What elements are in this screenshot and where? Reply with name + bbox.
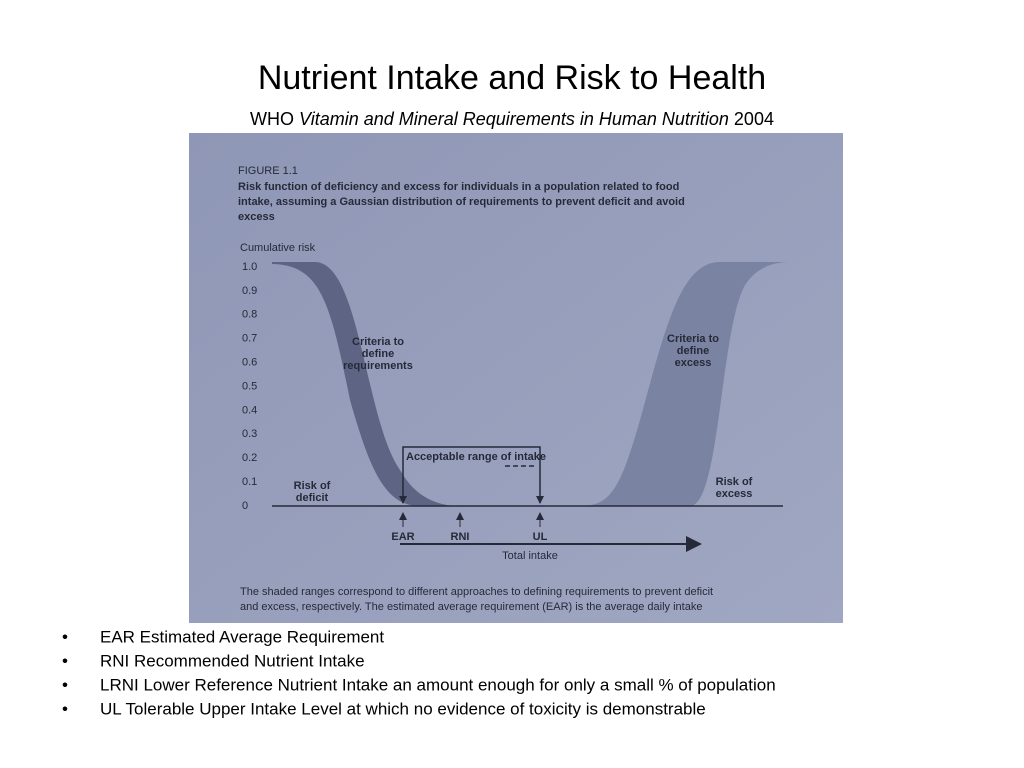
subtitle-italic: Vitamin and Mineral Requirements in Huma… — [299, 109, 729, 129]
requirements-band — [272, 262, 460, 506]
y-tick-label: 0.8 — [242, 309, 257, 321]
y-tick-label: 0.1 — [242, 476, 257, 488]
figure-caption: The shaded ranges correspond to differen… — [240, 586, 713, 598]
band-label: Criteria to — [667, 333, 719, 345]
bullet-dot: • — [62, 651, 68, 670]
band-label: define — [362, 348, 394, 360]
subtitle-suffix: 2004 — [734, 109, 774, 129]
band-label: Criteria to — [352, 336, 404, 348]
figure: FIGURE 1.1 Risk function of deficiency a… — [238, 165, 790, 613]
bullet-text: UL Tolerable Upper Intake Level at which… — [100, 699, 706, 718]
y-tick-label: 0.2 — [242, 452, 257, 464]
marker-label: UL — [533, 531, 548, 543]
excess-label: excess — [716, 488, 753, 500]
figure-label: FIGURE 1.1 — [238, 165, 298, 177]
slide-subtitle: WHO Vitamin and Mineral Requirements in … — [250, 109, 774, 129]
x-axis-label: Total intake — [502, 550, 558, 562]
y-tick-label: 0.5 — [242, 380, 257, 392]
y-tick-label: 1.0 — [242, 261, 257, 273]
y-tick-label: 0.7 — [242, 333, 257, 345]
band-label: requirements — [343, 360, 413, 372]
bullet-dot: • — [62, 627, 68, 646]
bullet-text: EAR Estimated Average Requirement — [100, 627, 384, 646]
excess-band — [580, 262, 790, 506]
marker-label: EAR — [391, 531, 414, 543]
bullet-dot: • — [62, 699, 68, 718]
excess-label: Risk of — [716, 476, 753, 488]
y-tick-label: 0.3 — [242, 428, 257, 440]
y-tick-label: 0.9 — [242, 285, 257, 297]
range-label: Acceptable range of intake — [406, 451, 546, 463]
figure-heading: Risk function of deficiency and excess f… — [238, 181, 679, 193]
y-tick-label: 0.4 — [242, 404, 257, 416]
marker-label: RNI — [451, 531, 470, 543]
bullet-text: LRNI Lower Reference Nutrient Intake an … — [100, 675, 776, 694]
figure-heading: excess — [238, 211, 275, 223]
figure-heading: intake, assuming a Gaussian distribution… — [238, 196, 685, 208]
bullet-dot: • — [62, 675, 68, 694]
band-label: excess — [675, 357, 712, 369]
figure-caption: and excess, respectively. The estimated … — [240, 601, 702, 613]
y-axis-label: Cumulative risk — [240, 242, 316, 254]
slide-title: Nutrient Intake and Risk to Health — [258, 59, 766, 97]
deficit-label: Risk of — [294, 480, 331, 492]
bullet-text: RNI Recommended Nutrient Intake — [100, 651, 365, 670]
figure-photo — [189, 133, 843, 623]
range-box — [402, 446, 541, 503]
y-tick-label: 0.6 — [242, 357, 257, 369]
band-label: define — [677, 345, 709, 357]
subtitle-prefix: WHO — [250, 109, 294, 129]
y-tick-label: 0 — [242, 500, 248, 512]
deficit-label: deficit — [296, 492, 329, 504]
